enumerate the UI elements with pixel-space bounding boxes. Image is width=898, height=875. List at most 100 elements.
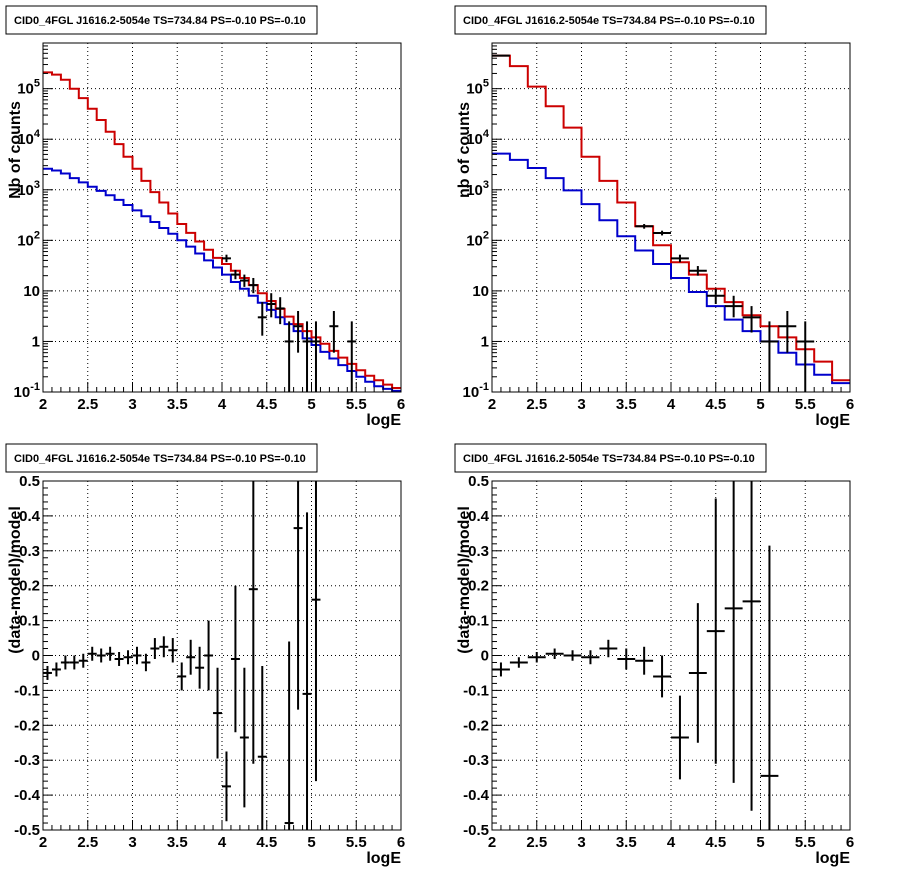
y-tick-label: 0.1 <box>19 613 40 630</box>
y-tick-label: 102 <box>466 229 489 249</box>
data-point <box>688 266 707 276</box>
residual-point <box>284 641 294 830</box>
y-tick-label: 10-1 <box>463 381 489 401</box>
y-tick-label: 10 <box>23 283 40 300</box>
residual-point <box>293 481 303 710</box>
y-tick-label: -0.5 <box>14 822 40 839</box>
y-tick-label: 1 <box>32 333 40 350</box>
y-tick-label: 0.3 <box>468 543 489 560</box>
y-tick-label: 1 <box>481 333 489 350</box>
data-point <box>653 230 671 236</box>
residual-point <box>302 512 312 830</box>
y-axis: -0.5 -0.4 -0.3 -0.2 -0.1 0 0.1 0.2 0.3 0.4 0.5 <box>463 473 502 839</box>
x-tick-label: 5 <box>756 834 764 851</box>
x-tick-label: 4 <box>218 396 227 413</box>
residual-point <box>311 481 321 782</box>
data-point <box>248 277 258 294</box>
x-tick-label: 5.5 <box>795 834 816 851</box>
residual-point <box>168 638 178 663</box>
data-point <box>230 269 240 280</box>
grid <box>492 481 850 830</box>
x-axis-title: logE <box>815 850 850 867</box>
x-tick-label: 4.5 <box>705 834 726 851</box>
x-tick-label: 3.5 <box>167 834 188 851</box>
data-point <box>742 306 761 333</box>
y-tick-label: -0.4 <box>463 787 490 804</box>
data-point <box>724 295 743 318</box>
residual-point <box>688 603 707 743</box>
y-tick-label: 0.4 <box>19 508 41 525</box>
residual-point <box>671 695 689 780</box>
y-tick-label: 105 <box>17 78 40 98</box>
series-1-line <box>492 152 850 385</box>
y-tick-label: 10-1 <box>14 381 40 401</box>
residual-point <box>132 646 142 665</box>
x-axis: 2 2.5 3 3.5 4 4.5 5 5.5 6 <box>39 820 405 851</box>
residual-point <box>635 646 654 675</box>
y-tick-label: 0 <box>32 648 40 665</box>
x-tick-label: 6 <box>846 834 854 851</box>
y-tick-label: 102 <box>17 229 40 249</box>
data-point <box>347 321 357 392</box>
x-tick-label: 4.5 <box>705 396 726 413</box>
x-axis-title: logE <box>366 850 401 867</box>
data-point <box>778 311 797 353</box>
residual-point <box>195 646 205 689</box>
x-tick-label: 4.5 <box>256 834 277 851</box>
residual-point <box>545 648 564 659</box>
y-axis-title: Nb of counts <box>7 101 24 199</box>
x-tick-label: 6 <box>846 396 854 413</box>
y-tick-label: 0.2 <box>468 578 489 595</box>
residual-point <box>43 665 52 680</box>
x-tick-label: 5 <box>756 396 764 413</box>
chart-title: CID0_4FGL J1616.2-5054e TS=734.84 PS=-0.… <box>463 15 755 27</box>
data-point <box>329 311 339 353</box>
residual-point <box>742 481 761 811</box>
residual-point <box>96 648 106 663</box>
residual-point <box>114 652 124 666</box>
y-tick-label: 0.3 <box>19 543 40 560</box>
x-tick-label: 2 <box>488 396 496 413</box>
chart-title: CID0_4FGL J1616.2-5054e TS=734.84 PS=-0.… <box>14 15 306 27</box>
x-tick-label: 4 <box>667 396 676 413</box>
y-tick-label: 0 <box>481 648 489 665</box>
y-tick-label: -0.2 <box>14 717 40 734</box>
chart-panel-1: CID0_4FGL J1616.2-5054e TS=734.84 PS=-0.… <box>5 5 405 429</box>
data-point <box>671 254 689 263</box>
data-point <box>239 274 249 287</box>
residual-point <box>186 639 196 675</box>
residual-point <box>78 653 88 668</box>
chart-title: CID0_4FGL J1616.2-5054e TS=734.84 PS=-0.… <box>14 453 306 465</box>
data-points <box>222 254 357 392</box>
data-point <box>302 321 312 392</box>
x-axis: 2 2.5 3 3.5 4 4.5 5 5.5 6 <box>488 820 854 851</box>
y-tick-label: 0.4 <box>468 508 490 525</box>
residual-point <box>51 662 61 677</box>
data-point <box>266 293 276 318</box>
x-tick-label: 2 <box>488 834 496 851</box>
title-box <box>5 5 318 35</box>
residual-point <box>599 639 618 658</box>
data-point <box>635 224 654 229</box>
data-point <box>706 288 725 305</box>
x-tick-label: 3 <box>577 834 585 851</box>
data-point <box>492 54 510 57</box>
chart-panel-3: CID0_4FGL J1616.2-5054e TS=734.84 PS=-0.… <box>5 443 405 867</box>
x-tick-label: 4.5 <box>256 396 277 413</box>
residual-point <box>204 620 214 691</box>
data-point <box>257 302 267 336</box>
data-point <box>293 311 303 353</box>
residual-point <box>239 667 249 808</box>
x-tick-label: 2 <box>39 396 47 413</box>
x-tick-label: 4 <box>218 834 227 851</box>
x-tick-label: 4 <box>667 834 676 851</box>
residual-point <box>105 646 115 661</box>
data-point <box>275 297 285 325</box>
x-tick-label: 3.5 <box>616 834 637 851</box>
x-tick-label: 6 <box>397 834 405 851</box>
title-box <box>454 443 767 473</box>
y-tick-label: -0.3 <box>463 752 489 769</box>
residual-point <box>159 636 169 658</box>
